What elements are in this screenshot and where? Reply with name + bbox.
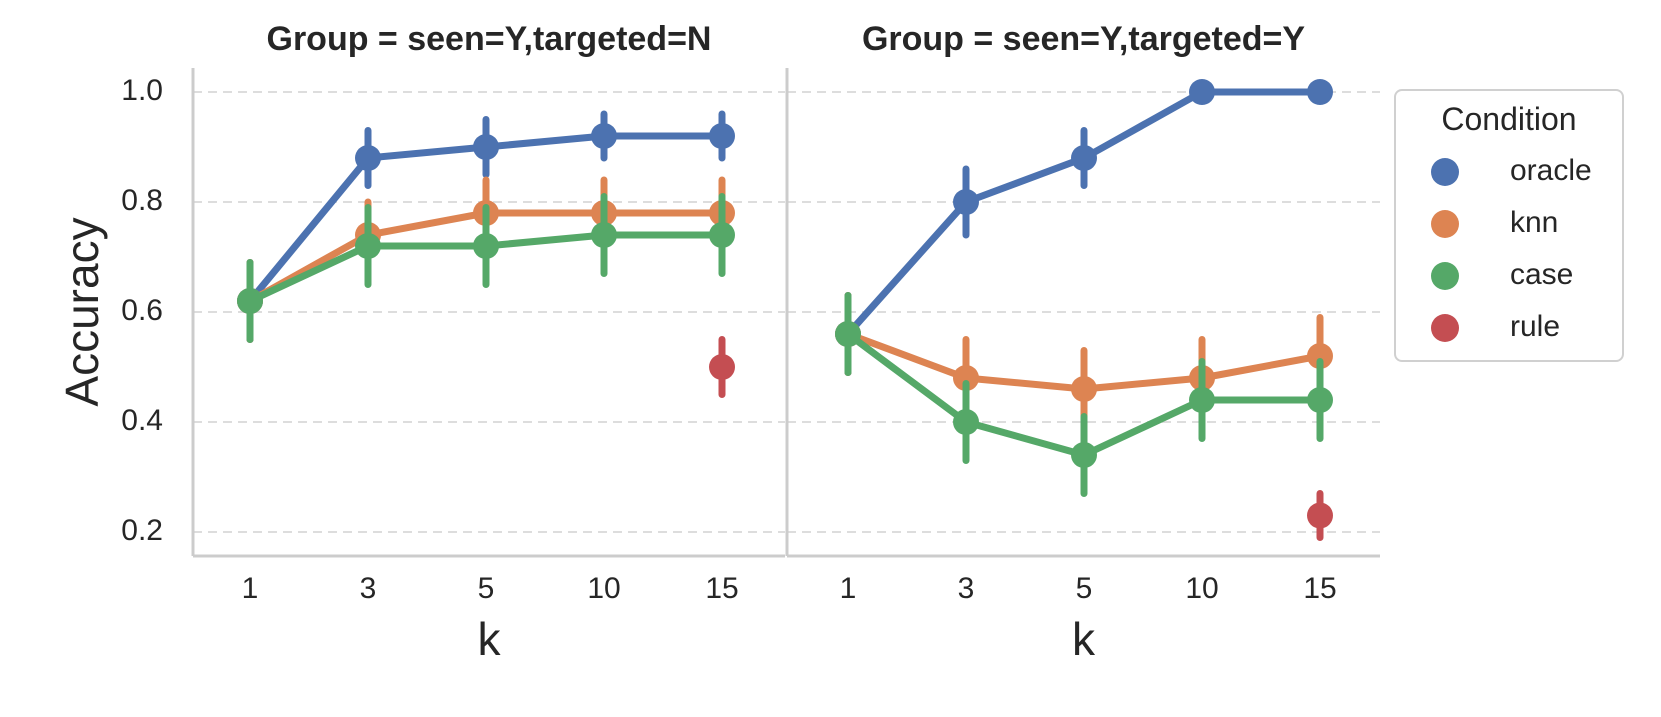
legend-box xyxy=(1394,89,1624,362)
panel-2: Group = seen=Y,targeted=Y 1 3 5 10 15 k xyxy=(785,20,1380,665)
data-point-knn xyxy=(953,365,979,391)
y-tick-label: 0.8 xyxy=(121,184,163,217)
x-tick-label: 1 xyxy=(840,572,857,605)
x-tick-label: 5 xyxy=(1076,572,1093,605)
data-point-oracle xyxy=(355,145,381,171)
data-point-case xyxy=(709,222,735,248)
x-axis-title: k xyxy=(478,613,502,665)
series-oracle xyxy=(835,79,1333,376)
series-case xyxy=(835,292,1333,497)
data-point-case xyxy=(473,233,499,259)
data-point-rule xyxy=(1307,502,1333,529)
x-tick-label: 3 xyxy=(958,572,975,605)
legend-marker-case xyxy=(1431,262,1459,290)
x-tick-label: 10 xyxy=(1185,572,1218,605)
y-tick-label: 0.2 xyxy=(121,514,163,547)
data-point-rule xyxy=(709,354,735,380)
data-point-oracle xyxy=(473,134,499,160)
data-point-case xyxy=(953,409,979,435)
y-axis-title: Accuracy xyxy=(56,217,108,406)
data-point-oracle xyxy=(709,123,735,149)
legend-title: Condition xyxy=(1441,101,1576,137)
y-tick-label: 0.4 xyxy=(121,404,163,437)
panel-title: Group = seen=Y,targeted=Y xyxy=(862,20,1305,58)
panel-1: Group = seen=Y,targeted=N 0.2 0.4 0.6 0.8 1.0… xyxy=(121,20,785,665)
legend-marker-knn xyxy=(1431,210,1459,238)
series-case xyxy=(237,193,735,343)
data-point-case xyxy=(591,222,617,248)
series-rule xyxy=(709,336,735,398)
x-tick-label: 1 xyxy=(242,572,259,605)
panel-title: Group = seen=Y,targeted=N xyxy=(267,20,712,58)
data-point-oracle xyxy=(1189,79,1215,105)
data-point-oracle xyxy=(953,189,979,215)
legend-label: case xyxy=(1510,258,1573,291)
y-tick-label: 0.6 xyxy=(121,294,163,327)
data-point-case xyxy=(355,233,381,259)
legend-marker-rule xyxy=(1431,314,1459,342)
x-tick-label: 5 xyxy=(478,572,495,605)
legend-label: oracle xyxy=(1510,154,1592,187)
x-tick-label: 15 xyxy=(1303,572,1336,605)
data-point-case xyxy=(1307,387,1333,413)
legend-marker-oracle xyxy=(1431,158,1459,186)
series-rule xyxy=(1307,490,1333,541)
data-point-case xyxy=(1071,442,1097,468)
x-tick-label: 10 xyxy=(587,572,620,605)
data-point-oracle xyxy=(1307,79,1333,105)
data-point-case xyxy=(835,321,861,347)
data-point-oracle xyxy=(1071,145,1097,171)
data-point-oracle xyxy=(591,123,617,149)
data-point-knn xyxy=(1071,376,1097,402)
x-tick-label: 3 xyxy=(360,572,377,605)
y-tick-label: 1.0 xyxy=(121,74,163,107)
data-point-case xyxy=(237,288,263,314)
legend-label: knn xyxy=(1510,206,1558,239)
legend: Condition oracle knn case rule xyxy=(1394,89,1624,362)
x-tick-label: 15 xyxy=(705,572,738,605)
data-point-knn xyxy=(1307,343,1333,369)
series-knn xyxy=(835,292,1333,431)
legend-label: rule xyxy=(1510,310,1560,343)
x-axis-title: k xyxy=(1072,613,1096,665)
data-point-case xyxy=(1189,387,1215,413)
